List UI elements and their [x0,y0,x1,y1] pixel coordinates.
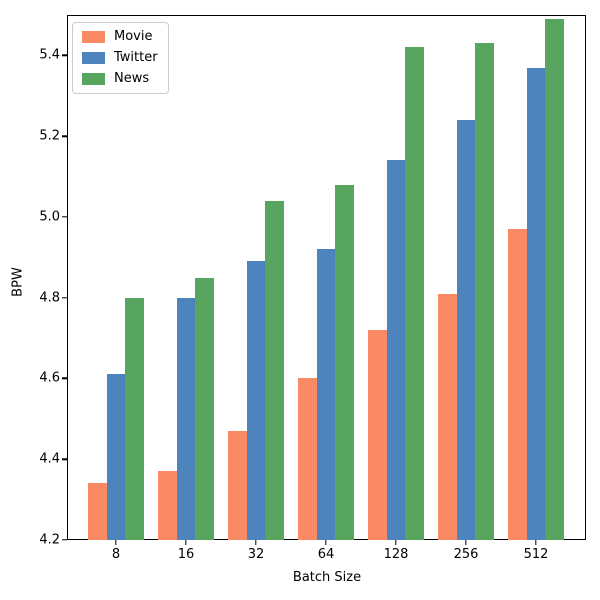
y-tick-label: 4.8 [39,290,60,306]
bar-movie-16 [157,471,177,540]
bar-movie-256 [437,293,457,540]
legend-label-news: News [114,71,150,86]
legend-item-twitter: Twitter [82,51,158,65]
y-tick-mark [62,135,67,137]
x-tick-label: 32 [247,547,265,562]
y-tick-label: 4.4 [39,451,60,467]
bar-twitter-16 [176,297,196,540]
x-tick-mark [395,540,397,545]
bar-news-16 [195,277,215,540]
bar-news-128 [405,47,425,540]
legend: Movie Twitter News [72,22,169,94]
x-tick-label: 256 [453,547,479,562]
bar-news-32 [265,200,285,540]
x-tick-label: 16 [177,547,195,562]
bar-twitter-128 [386,160,406,540]
x-tick-label: 64 [317,547,335,562]
y-tick-mark [62,54,67,57]
x-tick-mark [115,540,117,545]
bar-twitter-256 [456,120,476,540]
y-tick-mark [62,377,67,380]
legend-label-movie: Movie [114,29,153,44]
bar-news-64 [335,184,355,540]
y-tick-mark [62,539,67,541]
y-tick-label: 5.4 [39,47,60,63]
x-tick-mark [325,540,327,545]
legend-swatch-movie [82,31,105,43]
x-tick-mark [535,540,537,545]
bar-twitter-32 [246,261,266,540]
bar-twitter-64 [316,249,336,540]
y-tick-label: 4.2 [39,532,60,548]
bar-movie-64 [297,378,317,540]
x-tick-label: 128 [383,547,409,562]
bar-movie-32 [227,430,247,540]
bar-movie-128 [367,330,387,540]
y-tick-mark [62,458,67,460]
bar-news-512 [545,19,565,540]
x-tick-mark [465,540,467,545]
y-tick-label: 5.0 [39,209,60,225]
y-tick-label: 5.2 [39,128,60,144]
legend-item-movie: Movie [82,30,158,44]
y-tick-label: 4.6 [39,370,60,386]
bar-movie-8 [87,483,107,540]
legend-label-twitter: Twitter [114,50,158,65]
legend-item-news: News [82,72,158,86]
legend-swatch-twitter [82,52,105,64]
bar-news-8 [125,297,145,540]
x-tick-mark [185,540,187,545]
y-tick-mark [62,216,67,218]
bar-movie-512 [507,229,527,540]
x-tick-mark [255,540,257,545]
bar-news-256 [475,43,495,540]
legend-swatch-news [82,73,105,85]
y-tick-mark [62,296,67,299]
y-axis-label: BPW [10,267,26,297]
bar-twitter-512 [526,67,546,540]
x-axis-label: Batch Size [292,570,362,585]
x-tick-label: 512 [523,547,549,562]
bar-twitter-8 [106,374,126,540]
x-tick-label: 8 [111,547,121,562]
